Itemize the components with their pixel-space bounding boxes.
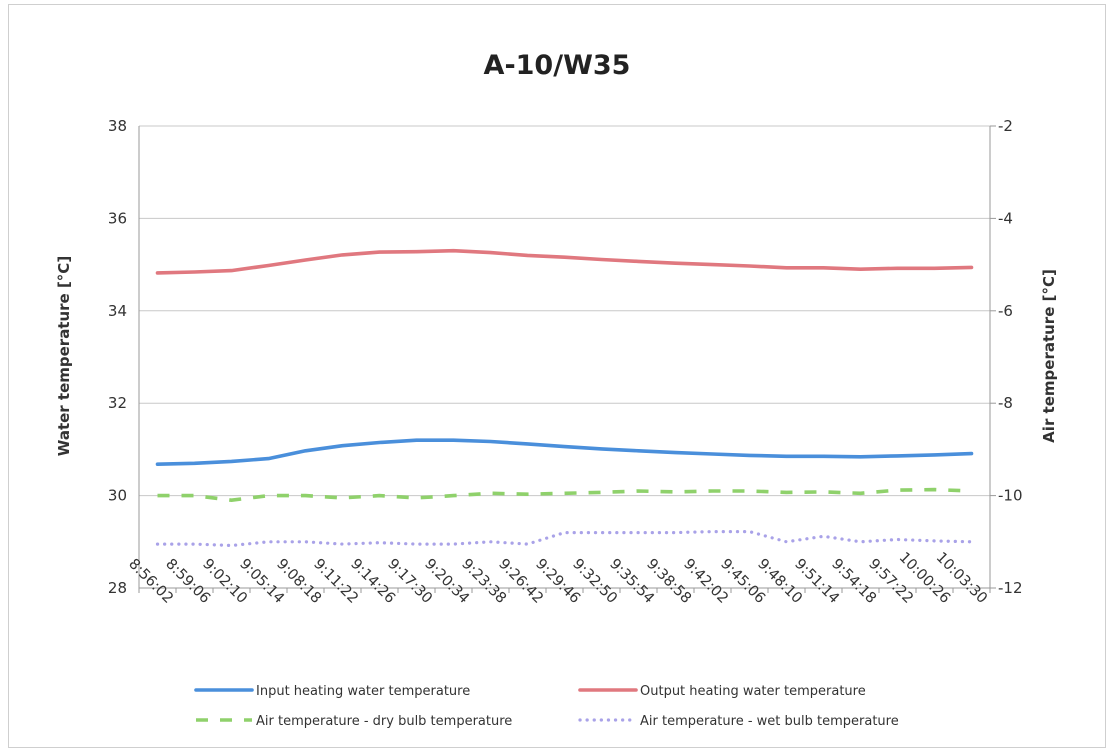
right-y-tick-label: -8 [998,394,1013,412]
legend-label: Air temperature - wet bulb temperature [640,714,899,729]
right-y-tick-label: -4 [998,209,1013,227]
left-y-tick-label: 38 [108,117,127,135]
left-y-axis-ticks: 28 30 32 34 36 38 [108,117,127,597]
legend-label: Air temperature - dry bulb temperature [256,714,512,729]
legend-label: Output heating water temperature [640,684,866,699]
series-line [157,487,972,503]
legend-label: Input heating water temperature [256,684,470,699]
axes [138,126,991,589]
left-y-tick-label: 30 [108,487,127,505]
series-line [155,248,974,275]
right-y-axis-ticks: -12 -10 -8 -6 -4 -2 [990,117,1023,597]
chart-frame [8,4,1106,748]
x-axis-ticks: 8:56:028:59:069:02:109:05:149:08:189:11:… [125,549,991,607]
left-y-axis-title: Water temperature [°C] [55,256,73,456]
series-line [155,529,974,548]
series-lines [155,248,974,548]
right-y-tick-label: -6 [998,302,1013,320]
chart-title: A-10/W35 [484,50,631,81]
legend: Input heating water temperature Output he… [194,684,899,729]
left-y-tick-label: 36 [108,209,127,227]
left-y-tick-label: 32 [108,394,127,412]
right-y-tick-label: -12 [998,579,1023,597]
right-y-tick-label: -2 [998,117,1013,135]
right-y-axis-title: Air temperature [°C] [1040,269,1058,443]
right-y-tick-label: -10 [998,487,1023,505]
series-line [155,438,974,467]
left-y-tick-label: 28 [108,579,127,597]
gridlines [139,125,990,589]
left-y-tick-label: 34 [108,302,127,320]
